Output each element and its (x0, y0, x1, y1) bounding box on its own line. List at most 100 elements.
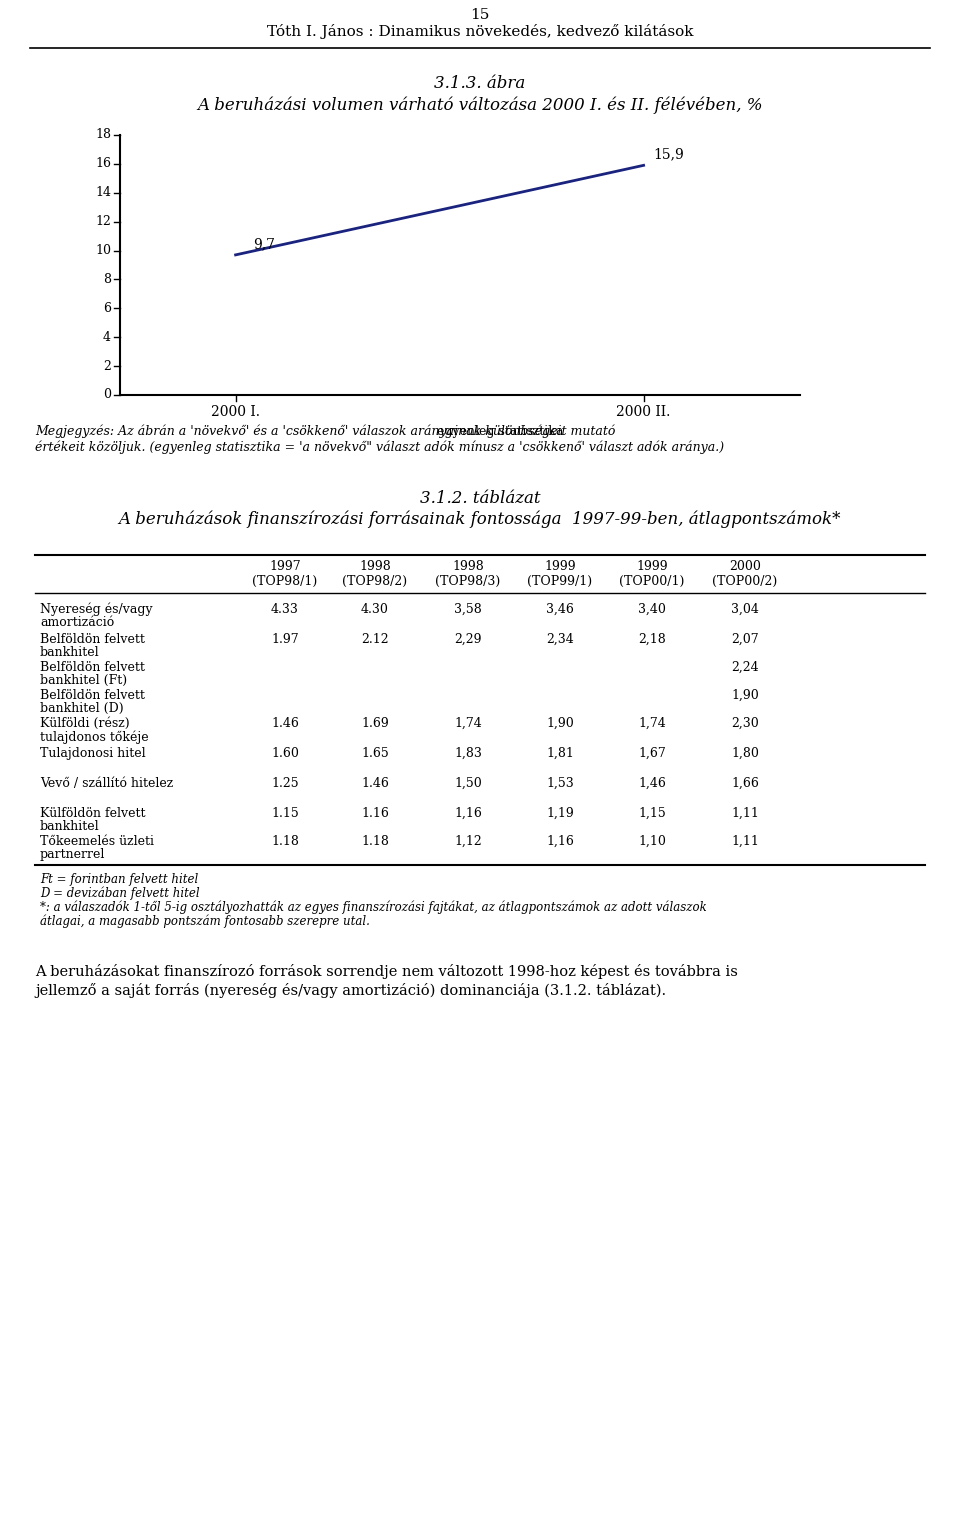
Text: 3.1.2. táblázat: 3.1.2. táblázat (420, 489, 540, 508)
Text: 1,50: 1,50 (454, 777, 482, 790)
Text: Vevő / szállító hitelez: Vevő / szállító hitelez (40, 777, 173, 790)
Text: 1.15: 1.15 (271, 807, 299, 819)
Text: (TOP99/1): (TOP99/1) (527, 575, 592, 588)
Text: 1.46: 1.46 (271, 717, 299, 730)
Text: 10: 10 (95, 245, 111, 257)
Text: Belföldön felvett: Belföldön felvett (40, 632, 145, 646)
Text: 4: 4 (103, 331, 111, 344)
Text: 4.30: 4.30 (361, 603, 389, 616)
Text: Belföldön felvett: Belföldön felvett (40, 689, 145, 702)
Text: Tóth I. János : Dinamikus növekedés, kedvező kilátások: Tóth I. János : Dinamikus növekedés, ked… (267, 24, 693, 40)
Text: 1.65: 1.65 (361, 746, 389, 760)
Text: Tulajdonosi hitel: Tulajdonosi hitel (40, 746, 146, 760)
Text: 1.46: 1.46 (361, 777, 389, 790)
Text: 15,9: 15,9 (654, 147, 684, 161)
Text: 2000: 2000 (729, 559, 761, 573)
Text: 1999: 1999 (636, 559, 668, 573)
Text: 3,46: 3,46 (546, 603, 574, 616)
Text: 1,12: 1,12 (454, 834, 482, 848)
Text: 3,04: 3,04 (732, 603, 759, 616)
Text: 1,11: 1,11 (732, 834, 759, 848)
Text: 4.33: 4.33 (271, 603, 299, 616)
Text: 1,46: 1,46 (638, 777, 666, 790)
Text: Tőkeemelés üzleti: Tőkeemelés üzleti (40, 834, 154, 848)
Text: 1,74: 1,74 (454, 717, 482, 730)
Text: A beruházásokat finanszírozó források sorrendje nem változott 1998-hoz képest és: A beruházásokat finanszírozó források so… (35, 964, 738, 979)
Text: 12: 12 (95, 216, 111, 228)
Text: A beruházások finanszírozási forrásainak fontossága  1997-99-ben, átlagpontszámo: A beruházások finanszírozási forrásainak… (119, 511, 841, 527)
Text: 2,29: 2,29 (454, 632, 482, 646)
Text: bankhitel (Ft): bankhitel (Ft) (40, 673, 127, 687)
Text: 2,24: 2,24 (732, 661, 758, 673)
Text: 2,07: 2,07 (732, 632, 758, 646)
Text: 1,81: 1,81 (546, 746, 574, 760)
Text: (TOP98/2): (TOP98/2) (343, 575, 408, 588)
Text: 1,67: 1,67 (638, 746, 666, 760)
Text: 14: 14 (95, 187, 111, 199)
Text: 16: 16 (95, 158, 111, 170)
Text: 3,58: 3,58 (454, 603, 482, 616)
Text: átlagai, a magasabb pontszám fontosabb szerepre utal.: átlagai, a magasabb pontszám fontosabb s… (40, 915, 370, 929)
Text: bankhitel (D): bankhitel (D) (40, 702, 124, 714)
Text: 1.18: 1.18 (361, 834, 389, 848)
Text: 2000 II.: 2000 II. (616, 404, 671, 420)
Text: 2.12: 2.12 (361, 632, 389, 646)
Text: amortizáció: amortizáció (40, 616, 114, 629)
Text: Belföldön felvett: Belföldön felvett (40, 661, 145, 673)
Text: 1,83: 1,83 (454, 746, 482, 760)
Text: 1.60: 1.60 (271, 746, 299, 760)
Text: 2000 I.: 2000 I. (211, 404, 260, 420)
Text: (TOP00/2): (TOP00/2) (712, 575, 778, 588)
Text: 1.69: 1.69 (361, 717, 389, 730)
Text: 1.16: 1.16 (361, 807, 389, 819)
Text: 8: 8 (103, 274, 111, 286)
Text: bankhitel: bankhitel (40, 819, 100, 833)
Text: egyenleg statisztika: egyenleg statisztika (437, 426, 564, 438)
Text: bankhitel: bankhitel (40, 646, 100, 660)
Text: 1,74: 1,74 (638, 717, 666, 730)
Text: 1,16: 1,16 (454, 807, 482, 819)
Text: 1,11: 1,11 (732, 807, 759, 819)
Text: 1,53: 1,53 (546, 777, 574, 790)
Text: 1998: 1998 (359, 559, 391, 573)
Text: Megjegyzés: Az ábrán a 'növekvő' és a 'csökkenő' válaszok arányainak különbségei: Megjegyzés: Az ábrán a 'növekvő' és a 'c… (35, 426, 619, 438)
Text: 6: 6 (103, 302, 111, 315)
Text: 9,7: 9,7 (253, 237, 276, 251)
Text: 1,66: 1,66 (732, 777, 759, 790)
Text: 1997: 1997 (269, 559, 300, 573)
Text: (TOP00/1): (TOP00/1) (619, 575, 684, 588)
Text: 1.25: 1.25 (271, 777, 299, 790)
Text: 15: 15 (470, 8, 490, 21)
Text: tulajdonos tőkéje: tulajdonos tőkéje (40, 730, 149, 743)
Text: (TOP98/3): (TOP98/3) (436, 575, 500, 588)
Text: 2,30: 2,30 (732, 717, 758, 730)
Text: 1,90: 1,90 (732, 689, 758, 702)
Text: A beruházási volumen várható változása 2000 I. és II. félévében, %: A beruházási volumen várható változása 2… (197, 96, 763, 114)
Text: értékeit közöljuk. (egyenleg statisztika = 'a növekvő" választ adók mínusz a 'cs: értékeit közöljuk. (egyenleg statisztika… (35, 439, 724, 453)
Text: D = devizában felvett hitel: D = devizában felvett hitel (40, 888, 200, 900)
Text: 1,19: 1,19 (546, 807, 574, 819)
Text: 1.97: 1.97 (271, 632, 299, 646)
Text: 2: 2 (103, 360, 111, 372)
Text: Ft = forintban felvett hitel: Ft = forintban felvett hitel (40, 872, 199, 886)
Text: jellemző a saját forrás (nyereség és/vagy amortizáció) dominanciája (3.1.2. tábl: jellemző a saját forrás (nyereség és/vag… (35, 983, 666, 999)
Text: (TOP98/1): (TOP98/1) (252, 575, 318, 588)
Text: Külföldi (rész): Külföldi (rész) (40, 717, 130, 730)
Text: 1999: 1999 (544, 559, 576, 573)
Text: 18: 18 (95, 129, 111, 141)
Text: 2,34: 2,34 (546, 632, 574, 646)
Text: 1.18: 1.18 (271, 834, 299, 848)
Text: 3,40: 3,40 (638, 603, 666, 616)
Text: 2,18: 2,18 (638, 632, 666, 646)
Text: 1,15: 1,15 (638, 807, 666, 819)
Text: 1,16: 1,16 (546, 834, 574, 848)
Text: 1,80: 1,80 (732, 746, 759, 760)
Text: partnerrel: partnerrel (40, 848, 106, 860)
Text: 0: 0 (103, 389, 111, 401)
Text: Külföldön felvett: Külföldön felvett (40, 807, 146, 819)
Text: 1998: 1998 (452, 559, 484, 573)
Text: 1,10: 1,10 (638, 834, 666, 848)
Text: Nyereség és/vagy: Nyereség és/vagy (40, 603, 153, 617)
Text: 3.1.3. ábra: 3.1.3. ábra (434, 74, 526, 93)
Text: *: a válaszadók 1-től 5-ig osztályozhatták az egyes finanszírozási fajtákat, az : *: a válaszadók 1-től 5-ig osztályozhatt… (40, 901, 707, 915)
